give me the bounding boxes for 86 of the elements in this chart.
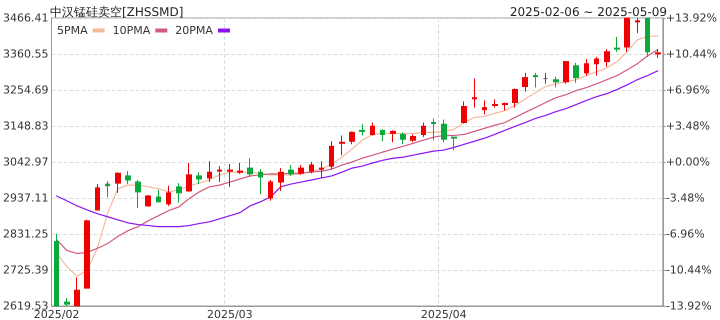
y-tick-label: 3254.69 — [2, 84, 48, 96]
y2-tick-label: +10.44% — [666, 48, 718, 60]
candlestick — [472, 78, 477, 108]
legend-label: 20PMA — [175, 24, 214, 37]
candlestick — [431, 118, 436, 141]
candlestick — [645, 18, 650, 58]
candlestick — [400, 132, 406, 145]
candlestick — [176, 182, 182, 204]
candlestick — [482, 100, 487, 115]
candlestick — [512, 88, 518, 108]
candlestick — [237, 162, 243, 174]
chart-title: 中汉锰硅卖空[ZHSSMD] — [50, 5, 184, 19]
candlestick — [380, 128, 385, 142]
y2-tick-label: +3.48% — [666, 120, 710, 132]
candlestick — [186, 162, 192, 192]
candlestick — [655, 48, 661, 58]
candlestick — [502, 102, 508, 112]
y-tick-label: 3466.41 — [2, 12, 48, 24]
y2-tick-label: -13.92% — [666, 300, 712, 312]
candlestick — [196, 172, 202, 185]
candlestick — [410, 134, 416, 143]
candlestick — [339, 134, 345, 156]
y2-tick-label: +13.92% — [666, 12, 718, 24]
candlestick — [156, 189, 161, 204]
candlestick — [573, 62, 579, 84]
candlestick — [54, 233, 59, 306]
candlestick — [359, 124, 365, 136]
candlestick — [278, 168, 284, 192]
candlestick — [227, 164, 233, 188]
candlestick — [492, 98, 498, 108]
candlestick — [95, 184, 100, 210]
candlestick — [217, 166, 222, 183]
y2-tick-label: +6.96% — [666, 84, 710, 96]
candlestick — [268, 180, 273, 202]
candlestick — [522, 72, 528, 92]
candlestick — [135, 180, 141, 208]
candlestick — [421, 122, 426, 138]
y-tick-label: 2937.11 — [2, 192, 48, 204]
y2-tick-label: +0.00% — [666, 156, 710, 168]
candlestick — [349, 130, 355, 145]
chart-subtitle: 2025-02-06 ~ 2025-05-09 — [510, 5, 668, 19]
candlestick — [258, 168, 263, 194]
candlestick — [74, 276, 80, 306]
y-tick-label: 3360.55 — [2, 48, 48, 60]
candlestick — [145, 194, 151, 208]
candlestick — [84, 219, 90, 289]
candlestick — [64, 298, 70, 306]
candlestick — [115, 172, 121, 194]
legend-label: 10PMA — [112, 24, 151, 37]
candlestick — [298, 164, 304, 176]
candlestick — [207, 160, 212, 183]
candlestick — [125, 170, 131, 185]
candlestick — [105, 180, 110, 198]
candlestick — [533, 72, 538, 88]
candlestick — [441, 118, 447, 143]
candlestick — [288, 164, 294, 176]
y-tick-label: 3148.83 — [2, 120, 48, 132]
legend-label: 5PMA — [56, 24, 88, 37]
candlestick — [635, 18, 640, 34]
candlestick — [329, 140, 334, 170]
candlestick — [247, 158, 253, 178]
candlestick — [451, 136, 457, 151]
candlestick — [563, 60, 569, 84]
y-tick-label: 2725.39 — [2, 264, 48, 276]
candlestick — [309, 161, 314, 174]
candlestick — [543, 72, 548, 84]
y-tick-label: 3042.97 — [2, 156, 48, 168]
y2-tick-label: -6.96% — [666, 228, 705, 240]
candlestick — [584, 58, 589, 76]
candlestick — [604, 48, 610, 68]
y2-tick-label: -3.48% — [666, 192, 705, 204]
x-tick-label: 2025/04 — [420, 308, 467, 320]
candlestick — [594, 56, 599, 76]
candlestick — [461, 100, 467, 124]
x-tick-label: 2025/03 — [206, 308, 253, 320]
candlestick — [614, 36, 620, 52]
candlestick — [624, 18, 630, 52]
x-tick-label: 2025/02 — [34, 308, 80, 320]
candlestick — [553, 76, 559, 88]
candlestick — [319, 160, 324, 178]
candlestick — [370, 122, 375, 136]
candlestick — [390, 130, 396, 143]
candlestick — [166, 185, 171, 206]
line-series — [56, 70, 658, 228]
y2-tick-label: -10.44% — [666, 264, 712, 276]
y-tick-label: 2831.25 — [2, 228, 48, 240]
